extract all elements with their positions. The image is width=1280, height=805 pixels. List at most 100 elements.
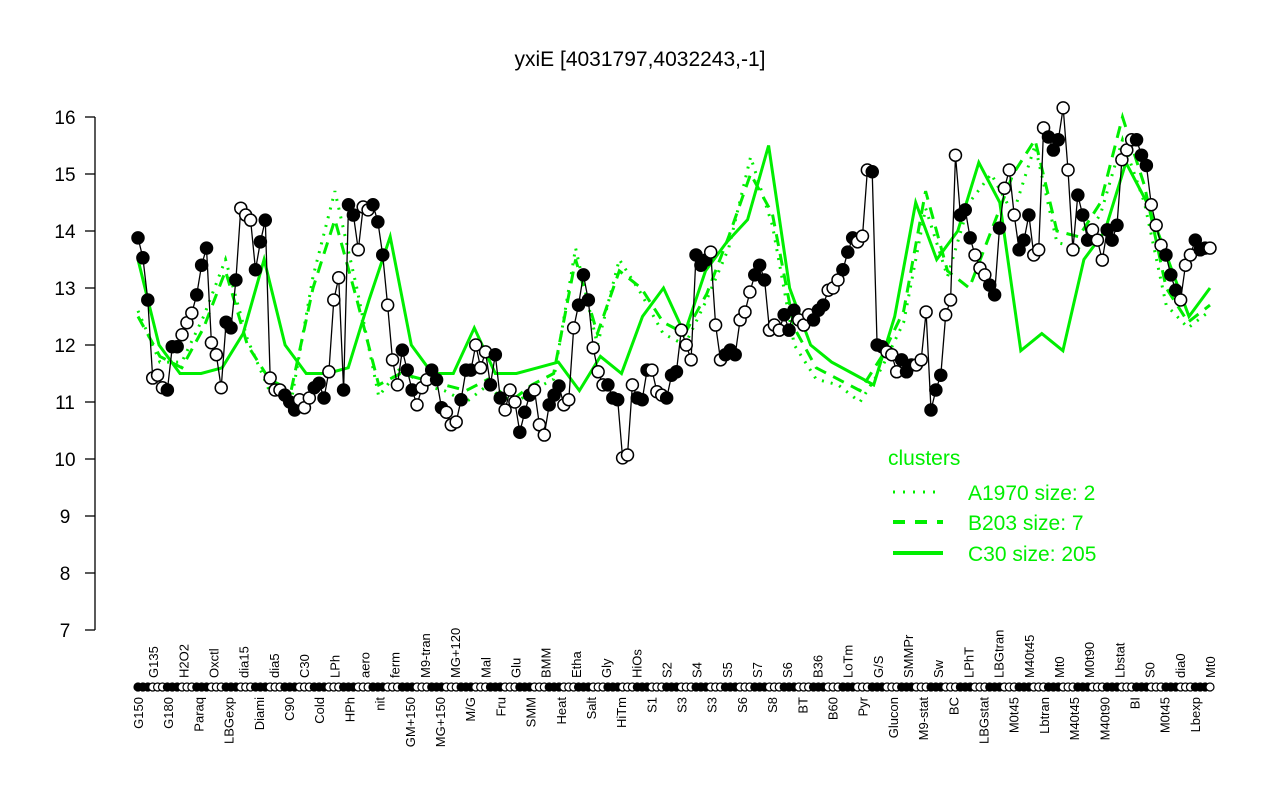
x-tick-label: B60 xyxy=(826,697,841,720)
data-point xyxy=(449,415,463,429)
x-tick-label: M0t45 xyxy=(1158,697,1173,733)
data-point xyxy=(757,273,772,287)
cluster-line-b203 xyxy=(136,111,1211,405)
x-tick-label: H2O2 xyxy=(176,644,191,678)
x-tick-label: LPh xyxy=(327,655,342,678)
data-point xyxy=(1022,208,1036,222)
data-point xyxy=(317,391,331,405)
data-point xyxy=(708,318,723,332)
x-tick-label: S7 xyxy=(750,662,765,678)
data-point xyxy=(1002,163,1017,177)
data-point xyxy=(263,371,277,385)
data-point xyxy=(214,381,228,395)
x-tick-label: MG+150 xyxy=(433,697,448,747)
x-tick-label: Diami xyxy=(252,697,267,730)
data-point xyxy=(1159,248,1173,262)
data-point xyxy=(1090,233,1105,247)
data-series xyxy=(131,101,1217,465)
data-point xyxy=(1105,233,1119,247)
data-point xyxy=(566,321,581,335)
x-tick-label: M0t45 xyxy=(1007,697,1022,733)
data-point xyxy=(1144,198,1159,212)
data-point xyxy=(987,288,1002,302)
data-point xyxy=(258,213,273,227)
x-tick-label: C90 xyxy=(282,697,297,721)
x-rug-marker xyxy=(1205,682,1215,692)
x-tick-label: LPhT xyxy=(961,647,976,678)
data-point xyxy=(454,392,468,407)
data-point xyxy=(141,293,155,307)
data-point xyxy=(924,403,938,417)
data-point xyxy=(375,248,390,262)
x-tick-label: ferm xyxy=(388,652,403,678)
data-point xyxy=(1110,218,1124,233)
x-tick-label: S5 xyxy=(720,662,735,678)
data-point xyxy=(1095,253,1110,267)
x-tick-label: G/S xyxy=(871,655,886,678)
data-point xyxy=(948,148,963,162)
x-tick-label: Paraq xyxy=(191,697,206,732)
data-point xyxy=(483,378,498,392)
x-tick-label: Mal xyxy=(478,657,493,678)
x-axis: G150 G135 G180 H2O2 Paraq Oxctl LBGexp dia15 Dia… xyxy=(131,628,1218,747)
x-tick-label: G180 xyxy=(161,697,176,729)
x-tick-label: Cold xyxy=(312,697,327,724)
data-point xyxy=(170,339,184,354)
y-tick-label: 12 xyxy=(54,336,75,357)
data-point xyxy=(194,258,209,272)
x-tick-label: Gly xyxy=(599,658,614,678)
x-tick-label: MG+120 xyxy=(448,628,463,678)
data-point xyxy=(346,208,361,222)
data-point xyxy=(351,243,366,257)
data-point xyxy=(400,363,414,377)
y-tick-label: 15 xyxy=(54,165,75,186)
x-tick-label: S6 xyxy=(780,662,795,678)
data-point xyxy=(131,231,145,245)
x-tick-label: S3 xyxy=(705,697,720,713)
x-tick-label: Mt0 xyxy=(1052,656,1067,678)
data-point xyxy=(136,251,150,265)
data-point xyxy=(527,383,542,397)
data-point xyxy=(576,268,591,282)
data-point xyxy=(175,327,189,342)
x-tick-label: S1 xyxy=(644,697,659,713)
data-point xyxy=(1066,243,1080,257)
data-point xyxy=(738,305,752,319)
x-tick-label: S2 xyxy=(659,662,674,678)
x-tick-label: M40t90 xyxy=(1097,697,1112,740)
data-point xyxy=(488,347,503,362)
y-tick-label: 14 xyxy=(54,222,76,243)
data-point xyxy=(679,338,693,352)
data-point xyxy=(752,258,767,272)
data-point xyxy=(331,270,346,285)
data-point xyxy=(366,198,380,212)
x-tick-label: BC xyxy=(946,697,961,715)
x-tick-label: BMM xyxy=(539,648,554,678)
x-tick-label: Mt0 xyxy=(1203,656,1218,678)
x-tick-label: Oxctl xyxy=(206,648,221,678)
y-axis: 7 8 9 10 11 12 13 14 15 16 xyxy=(54,108,96,642)
x-tick-label: Heat xyxy=(554,697,569,725)
x-tick-label: LBGtran xyxy=(992,630,1007,678)
data-point xyxy=(958,203,973,217)
data-point xyxy=(517,405,532,420)
y-tick-label: 10 xyxy=(54,450,75,471)
x-tick-label: SMM xyxy=(524,697,539,727)
data-point xyxy=(591,365,605,379)
y-tick-label: 13 xyxy=(54,279,75,300)
data-point xyxy=(625,378,640,392)
x-tick-label: aero xyxy=(357,652,372,678)
legend-entry-a1970: A1970 size: 2 xyxy=(968,482,1095,505)
data-point xyxy=(743,285,757,299)
data-point xyxy=(371,215,385,229)
x-tick-label: G135 xyxy=(146,646,161,678)
data-point xyxy=(312,376,326,390)
data-point xyxy=(782,323,796,337)
data-point xyxy=(703,245,718,259)
x-tick-label: SMMPr xyxy=(901,634,916,678)
x-tick-label: B36 xyxy=(810,655,825,678)
x-tick-label: dia0 xyxy=(1173,653,1188,678)
data-point xyxy=(659,391,674,405)
